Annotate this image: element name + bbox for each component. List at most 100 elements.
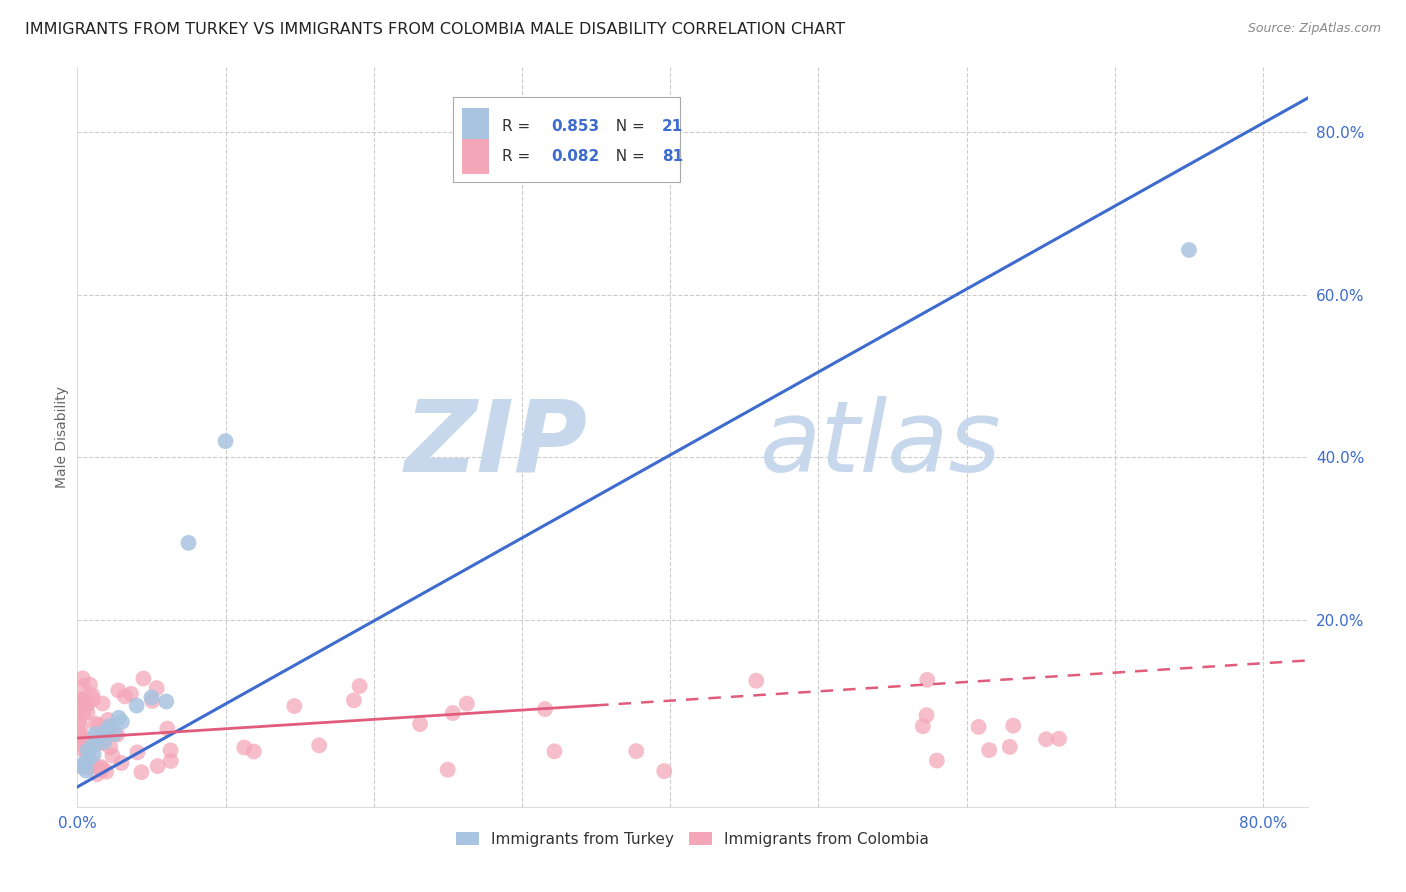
Point: [73, 756, 96, 770]
Point: [745, 673, 768, 688]
Point: [76, 698, 98, 713]
Point: [132, 672, 155, 686]
Point: [1035, 732, 1057, 747]
Point: [120, 687, 142, 701]
Text: R =: R =: [502, 149, 534, 164]
Point: [283, 699, 305, 714]
Point: [79, 732, 101, 747]
Point: [91, 736, 114, 750]
Point: [915, 673, 938, 687]
Point: [105, 728, 128, 742]
Point: [127, 745, 149, 759]
Point: [96, 764, 118, 779]
Point: [67, 706, 90, 720]
Point: [90, 762, 112, 776]
Point: [1002, 718, 1025, 732]
Point: [349, 679, 371, 693]
Point: [456, 697, 478, 711]
Text: R =: R =: [502, 119, 534, 134]
Point: [89, 731, 111, 745]
Point: [1178, 243, 1201, 257]
Point: [214, 434, 236, 449]
Point: [87, 718, 110, 732]
Point: [131, 765, 153, 780]
Point: [967, 720, 990, 734]
Text: 21: 21: [662, 119, 683, 134]
Y-axis label: Male Disability: Male Disability: [55, 386, 69, 488]
Point: [101, 748, 124, 763]
Point: [114, 690, 136, 704]
Point: [70, 692, 93, 706]
Point: [98, 719, 121, 733]
Point: [72, 697, 94, 711]
Point: [145, 681, 167, 695]
Point: [69, 693, 91, 707]
Point: [111, 714, 134, 729]
Text: N =: N =: [606, 119, 650, 134]
Bar: [463, 108, 489, 144]
Point: [159, 754, 181, 768]
Point: [107, 683, 129, 698]
Point: [543, 744, 565, 758]
Point: [441, 706, 464, 720]
Point: [979, 743, 1001, 757]
Point: [90, 764, 112, 778]
Point: [76, 743, 98, 757]
Text: ZIP: ZIP: [405, 396, 588, 493]
Point: [86, 767, 108, 781]
Point: [73, 760, 96, 774]
Point: [1047, 731, 1070, 746]
Point: [69, 719, 91, 733]
Text: 0.853: 0.853: [551, 119, 599, 134]
Point: [76, 698, 98, 712]
Point: [82, 739, 104, 754]
Point: [84, 727, 107, 741]
Point: [915, 708, 938, 723]
Point: [72, 692, 94, 706]
Point: [77, 751, 100, 765]
Point: [146, 759, 169, 773]
Point: [156, 722, 179, 736]
Point: [626, 744, 648, 758]
Point: [75, 764, 97, 778]
Bar: [463, 139, 489, 174]
Point: [86, 735, 108, 749]
Point: [141, 694, 163, 708]
Point: [93, 735, 115, 749]
Point: [76, 748, 98, 763]
Point: [84, 716, 107, 731]
Point: [343, 693, 366, 707]
Point: [82, 688, 104, 702]
Point: [108, 711, 131, 725]
Point: [110, 756, 132, 770]
Legend: Immigrants from Turkey, Immigrants from Colombia: Immigrants from Turkey, Immigrants from …: [450, 826, 935, 853]
Point: [155, 694, 177, 708]
Point: [90, 760, 112, 774]
Point: [925, 754, 948, 768]
Point: [97, 713, 120, 727]
Point: [72, 679, 94, 693]
Point: [76, 706, 98, 720]
Point: [652, 764, 675, 778]
Text: 0.082: 0.082: [551, 149, 599, 164]
Point: [75, 757, 97, 772]
Point: [98, 740, 121, 755]
Point: [96, 723, 118, 737]
Point: [67, 714, 90, 729]
Point: [72, 672, 94, 686]
Point: [233, 740, 256, 755]
Point: [70, 759, 93, 773]
Point: [308, 739, 330, 753]
Point: [141, 690, 163, 705]
Text: IMMIGRANTS FROM TURKEY VS IMMIGRANTS FROM COLOMBIA MALE DISABILITY CORRELATION C: IMMIGRANTS FROM TURKEY VS IMMIGRANTS FRO…: [25, 22, 845, 37]
Point: [70, 736, 93, 750]
Point: [243, 745, 266, 759]
Point: [103, 727, 125, 741]
Point: [534, 702, 557, 716]
Point: [72, 706, 94, 721]
Point: [90, 732, 112, 747]
Point: [125, 698, 148, 713]
Point: [86, 737, 108, 751]
Text: Source: ZipAtlas.com: Source: ZipAtlas.com: [1247, 22, 1381, 36]
Point: [82, 692, 104, 706]
